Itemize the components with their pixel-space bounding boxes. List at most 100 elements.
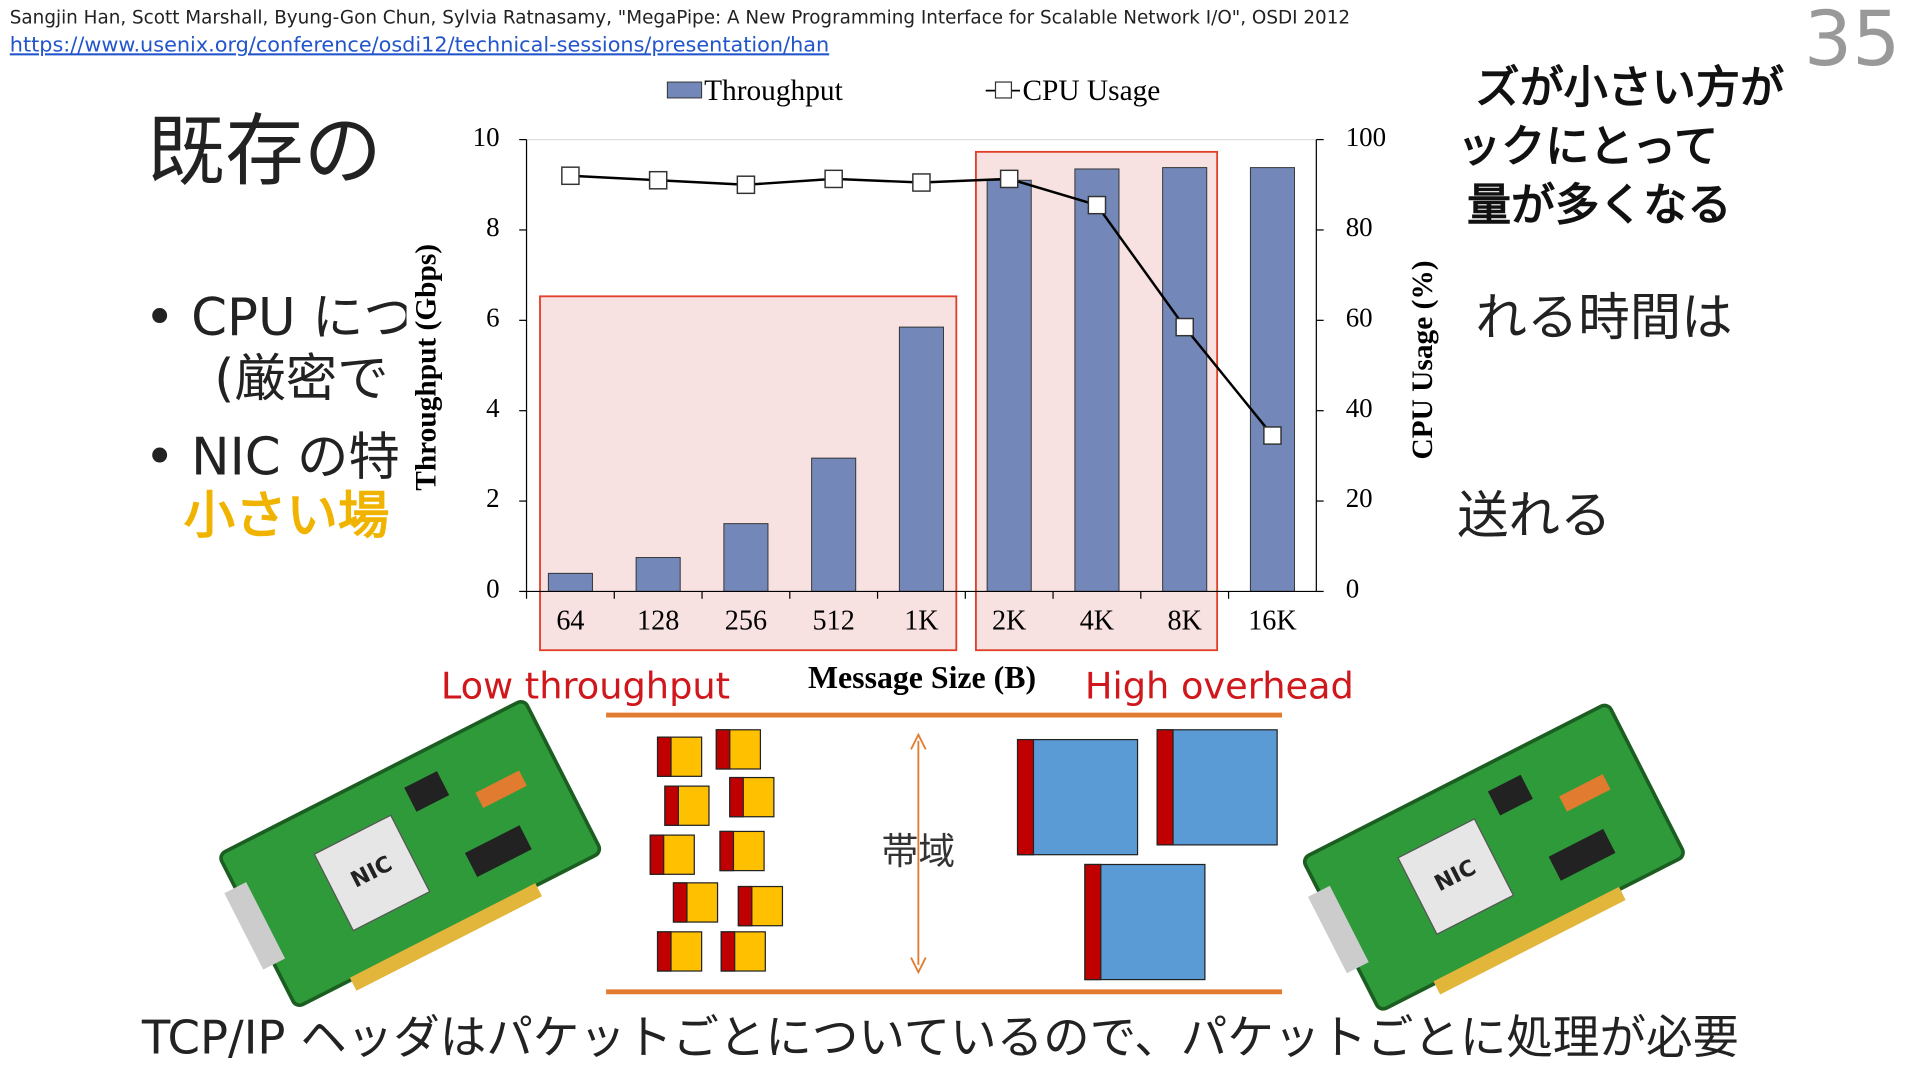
legend-swatch [666,81,703,99]
url[interactable]: https://www.usenix.org/conference/osdi12… [10,32,829,56]
nic-port [224,882,286,970]
y-tick-label: 8 [486,212,499,242]
bullet: • NIC の特 [144,427,399,487]
right-text: れる時間は [1476,288,1733,348]
right-text: ックにとって [1457,121,1718,172]
packet [1016,738,1139,856]
packet-header [1156,729,1174,846]
packet-header [729,776,744,818]
line-marker [912,173,931,192]
packet [1156,729,1278,846]
legend-swatch [994,81,1013,99]
x-tick-label: 8K [1167,606,1202,637]
y2-axis-label: CPU Usage (%) [1407,260,1439,459]
nic-component [1559,774,1611,812]
nic-pins [1433,886,1626,995]
packet-header [1084,863,1102,981]
line-marker [1087,195,1107,215]
y-tick-label: 2 [486,483,499,513]
nic-component [475,770,527,809]
packet-header [1016,738,1035,856]
x-tick-label: 16K [1248,606,1297,637]
nic-component [404,771,450,812]
packet-header [649,834,665,875]
packet-header [656,736,672,777]
packet-illustration: 帯域 [606,712,1283,995]
legend-label: CPU Usage [1022,75,1160,107]
y-tick-label: 0 [486,574,499,604]
y2-tick-label: 80 [1346,212,1373,242]
page-number: 35 [1804,0,1901,83]
bar [1074,168,1120,592]
y-tick-label: 4 [486,393,500,423]
nic-card: NIC [1302,703,1685,1011]
nic-component [464,825,532,878]
y-axis-label: Throughput (Gbps) [410,244,442,491]
line-marker [1175,317,1194,337]
y2-tick-label: 0 [1346,574,1359,604]
nic-component [1548,828,1616,881]
citation: Sangjin Han, Scott Marshall, Byung-Gon C… [10,7,1350,28]
x-tick-label: 512 [813,606,855,637]
y2-tick-label: 60 [1346,303,1373,333]
bullet: (厳密で [214,349,388,409]
line-marker [648,170,668,190]
bar [723,523,769,592]
line-marker [561,166,580,186]
y2-tick-label: 20 [1346,483,1373,513]
packet-header [656,931,672,972]
line-marker [999,169,1019,189]
large-packets [1016,729,1278,981]
nic-chip [1397,818,1515,936]
y-tick-label: 10 [473,122,500,152]
line-marker [824,169,843,189]
annotation: High overhead [1085,665,1354,708]
legend-label: Throughput [704,75,843,107]
slide-title: 既存の [147,106,382,197]
bar [986,179,1032,592]
bar [1249,167,1295,592]
bullet-highlight: 小さい場 [184,486,390,546]
bar [547,572,593,592]
nic-chip [313,814,431,932]
x-tick-label: 128 [637,606,679,637]
packet-header [715,729,731,770]
x-tick-label: 64 [556,606,584,637]
x-tick-label: 256 [725,606,767,637]
bar [811,457,857,592]
nic-card: NIC [219,699,602,1007]
nic-pins [349,883,542,991]
packet-header [664,785,679,826]
right-text: 送れる [1457,486,1611,546]
packet-header [719,830,735,872]
bandwidth-label: 帯域 [882,830,955,873]
packet-header [737,885,753,927]
x-tick-label: 4K [1080,606,1115,637]
y-tick-label: 6 [486,303,499,333]
right-text: ズが小さい方が [1476,63,1785,114]
right-text: 量が多くなる [1467,180,1731,231]
y2-tick-label: 40 [1346,393,1373,423]
highlight-box [539,295,958,652]
arrow-head [910,732,927,975]
bar [1162,167,1208,592]
packet-header [672,882,688,923]
packet-header [720,931,736,972]
line-marker [736,175,756,195]
annotation: Low throughput [441,665,730,708]
x-tick-label: 1K [904,606,939,637]
bar [898,326,944,592]
line-marker [1263,426,1282,445]
small-packets [649,729,784,972]
x-axis-label: Message Size (B) [808,660,1036,695]
bullet: • CPU につ [144,288,414,348]
x-tick-label: 2K [992,606,1027,637]
packet [1084,863,1206,981]
y2-tick-label: 100 [1346,122,1386,152]
nic-port [1307,885,1369,974]
bar [635,557,681,592]
nic-component [1487,774,1533,816]
